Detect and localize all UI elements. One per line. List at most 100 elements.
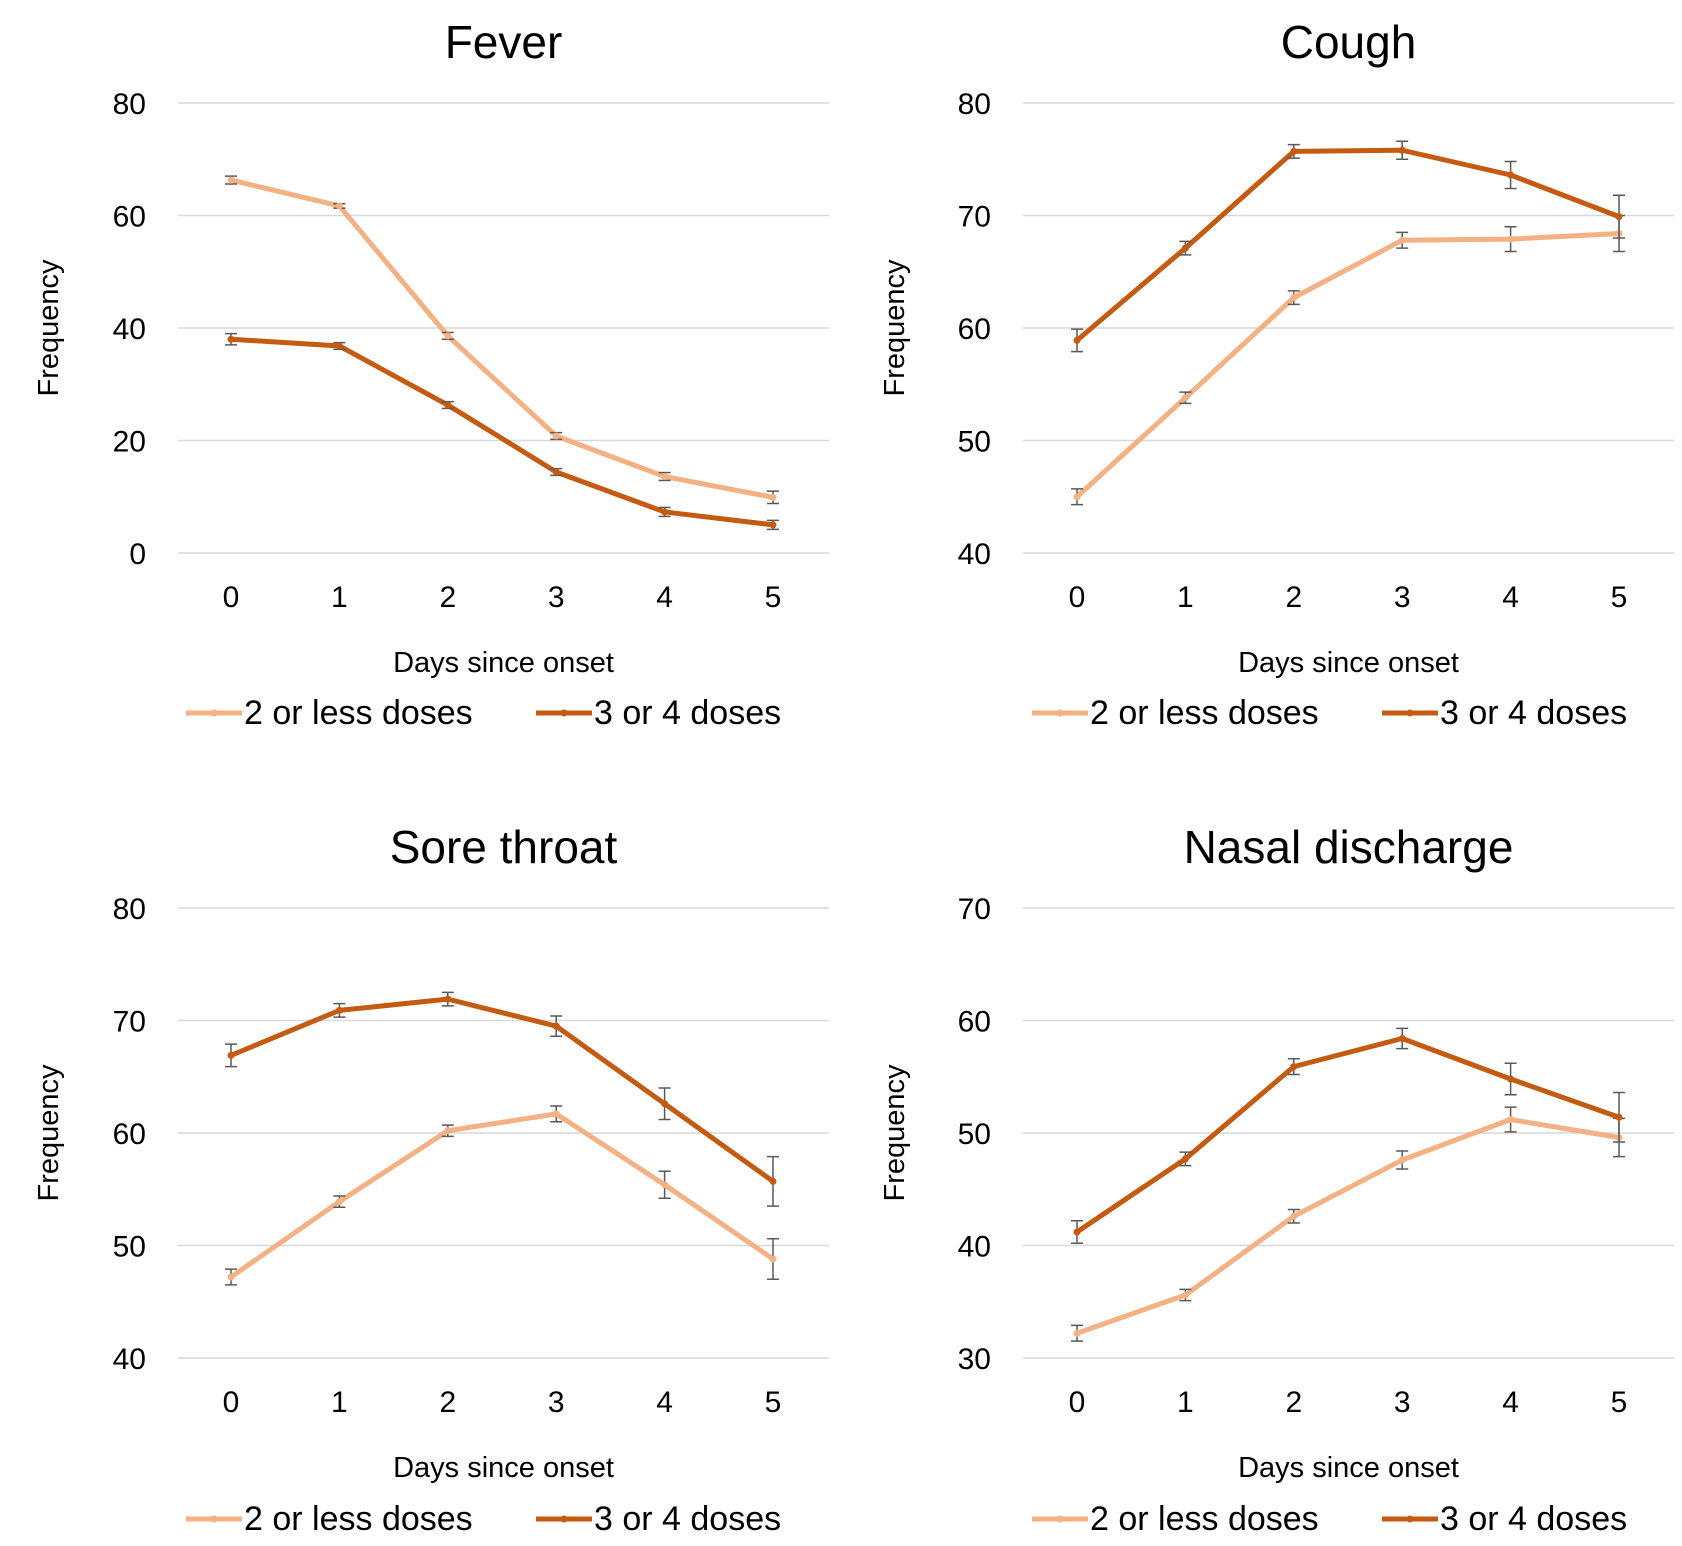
y-axis-label: Frequency [33,1064,65,1202]
legend-marker [1406,1515,1414,1523]
x-tick-label: 3 [548,1386,565,1419]
chart-title: Fever [445,16,563,68]
x-tick-label: 5 [765,1386,782,1419]
chart-title: Nasal discharge [1184,821,1514,873]
data-point [661,1181,669,1189]
data-point [1181,1155,1189,1163]
data-point [227,176,235,184]
x-axis-label: Days since onset [393,1452,614,1484]
y-tick-label: 0 [129,538,146,571]
data-point [444,995,452,1003]
data-point [335,1006,343,1014]
data-point [335,342,343,350]
data-point [1398,236,1406,244]
legend-marker [1056,709,1064,717]
y-tick-label: 50 [958,1118,991,1151]
y-tick-label: 40 [113,1343,146,1376]
x-tick-label: 0 [223,1386,240,1419]
data-point [1073,1329,1081,1337]
chart-title: Cough [1281,16,1417,68]
data-point [1290,294,1298,302]
y-tick-label: 80 [113,893,146,926]
chart-panel-2: Sore throat 40 50 60 70 80 0 1 2 3 4 5 Days since on… [33,821,829,1538]
y-tick-label: 80 [113,88,146,121]
x-tick-label: 4 [1502,581,1519,614]
series-line-1 [1074,1036,1622,1235]
data-point [1073,336,1081,344]
x-tick-label: 3 [1394,581,1411,614]
data-point [1073,493,1081,501]
data-point [227,335,235,343]
y-tick-label: 30 [958,1343,991,1376]
legend-item-1: 3 or 4 doses [1382,1500,1627,1538]
legend-label: 3 or 4 doses [1440,694,1627,732]
x-tick-label: 1 [331,581,348,614]
data-point [1507,1116,1515,1123]
legend-label: 2 or less doses [244,1500,473,1538]
data-point [1181,394,1189,402]
data-point [1398,1156,1406,1164]
legend-label: 3 or 4 doses [594,694,781,732]
data-point [552,1022,560,1030]
x-tick-label: 0 [1069,1386,1086,1419]
legend-marker [210,1515,218,1523]
data-point [552,1110,560,1118]
series-line-0 [1074,231,1622,500]
y-tick-label: 60 [958,313,991,346]
x-tick-label: 5 [1611,581,1628,614]
legend-label: 3 or 4 doses [594,1500,781,1538]
data-point [335,202,343,210]
y-axis-label: Frequency [879,259,911,397]
data-point [1398,1035,1406,1042]
legend-item-0: 2 or less doses [186,694,473,732]
y-tick-label: 40 [958,538,991,571]
legend-marker [560,1515,568,1523]
data-point [661,508,669,516]
y-axis-label: Frequency [879,1064,911,1202]
x-tick-label: 5 [1611,1386,1628,1419]
legend-item-0: 2 or less doses [1032,694,1319,732]
data-point [227,1273,235,1281]
series-line-1 [1074,147,1622,343]
x-tick-label: 1 [1177,1386,1194,1419]
legend-marker [210,709,218,717]
data-point [1507,171,1515,179]
data-point [1181,244,1189,252]
data-point [661,473,669,480]
data-point [444,332,452,340]
x-tick-label: 4 [656,581,673,614]
x-tick-label: 2 [439,581,456,614]
chart-panel-1: Cough 40 50 60 70 80 0 1 2 3 4 5 Days since onset Fre… [879,16,1674,732]
legend-label: 2 or less doses [1090,1500,1319,1538]
chart-panel-3: Nasal discharge 30 40 50 60 70 0 1 2 3 4 5 Days sinc… [879,821,1674,1538]
legend-label: 2 or less doses [1090,694,1319,732]
data-point [1290,1063,1298,1071]
data-point [552,468,560,476]
data-point [1181,1291,1189,1299]
data-point [769,1255,777,1263]
x-tick-label: 2 [1285,581,1302,614]
y-tick-label: 20 [113,426,146,459]
data-point [769,493,777,501]
x-axis-label: Days since onset [1238,647,1459,679]
series-line-1 [228,996,776,1184]
y-tick-label: 50 [113,1231,146,1264]
legend-marker [1406,709,1414,717]
legend-label: 3 or 4 doses [1440,1500,1627,1538]
x-tick-label: 5 [765,581,782,614]
x-tick-label: 3 [548,581,565,614]
data-point [1507,235,1515,243]
x-tick-label: 0 [1069,581,1086,614]
data-point [1290,147,1298,155]
data-point [1290,1212,1298,1220]
y-tick-label: 80 [958,88,991,121]
data-point [1615,213,1623,221]
y-tick-label: 70 [958,201,991,234]
data-point [335,1198,343,1206]
data-point [552,432,560,440]
legend-item-1: 3 or 4 doses [1382,694,1627,732]
legend-label: 2 or less doses [244,694,473,732]
y-tick-label: 50 [958,426,991,459]
chart-title: Sore throat [390,821,618,873]
